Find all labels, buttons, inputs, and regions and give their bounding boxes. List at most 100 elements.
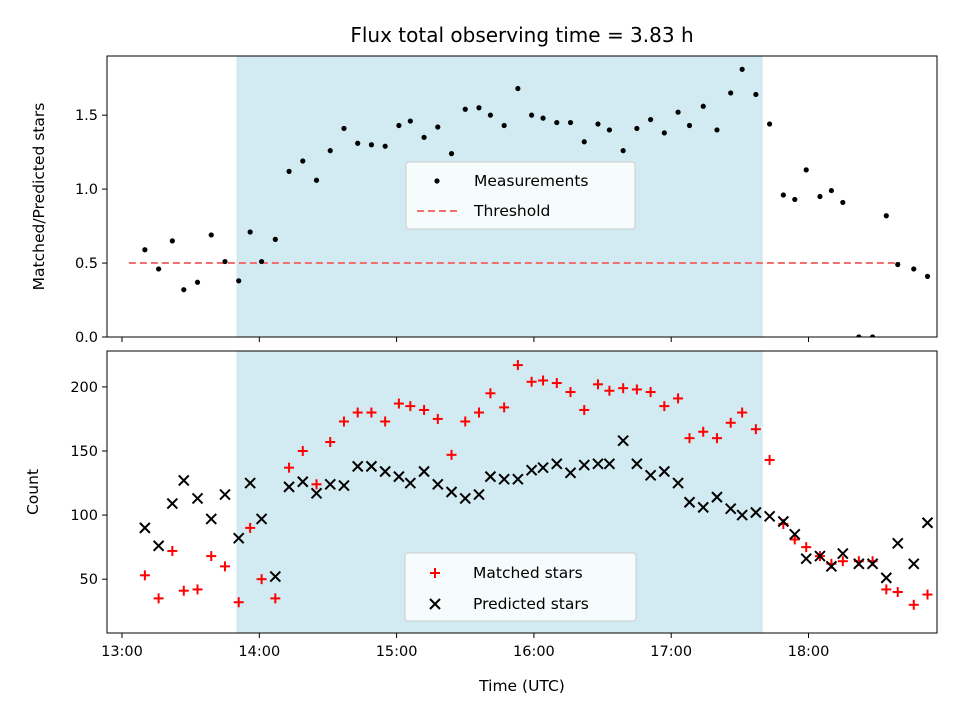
measurement-point	[840, 199, 846, 206]
matched-star-point	[789, 534, 800, 545]
matched-star-point	[153, 593, 164, 604]
y-tick-label: 1.0	[75, 182, 98, 198]
measurement-point	[567, 119, 574, 126]
measurement-point	[606, 127, 613, 133]
ratio-axes-frame	[106, 55, 938, 338]
predicted-star-point	[351, 460, 364, 473]
matched-star-point	[750, 424, 761, 435]
measurement-point	[686, 122, 693, 129]
matched-star-point	[206, 551, 217, 562]
predicted-star-point	[603, 458, 616, 470]
legend-measurements-label: Measurements	[474, 172, 589, 190]
predicted-star-point	[644, 469, 657, 482]
measurement-point	[462, 106, 468, 112]
predicted-star-point	[672, 477, 684, 489]
matched-star-point	[684, 433, 695, 444]
matched-star-point	[460, 416, 471, 427]
predicted-star-point	[365, 460, 378, 473]
matched-star-point	[245, 522, 256, 533]
matched-star-point	[892, 586, 903, 597]
measurement-point	[247, 229, 253, 235]
predicted-star-point	[152, 540, 165, 552]
matched-star-point	[673, 393, 684, 404]
measurement-point	[714, 127, 720, 133]
predicted-star-point	[310, 487, 323, 499]
measurement-point	[476, 105, 482, 111]
predicted-star-point	[658, 465, 671, 478]
matched-star-point	[297, 445, 308, 456]
matched-star-point	[366, 407, 377, 418]
measurement-point	[675, 109, 681, 115]
count-panel: 50 100 150 200 13:00 14:00 15:00 16:00 17:00 18:…	[24, 350, 938, 695]
matched-star-point	[565, 387, 576, 398]
matched-star-point	[604, 385, 615, 396]
measurement-point	[258, 258, 265, 265]
matched-star-point	[801, 542, 812, 553]
matched-star-point	[139, 570, 150, 581]
measurement-point	[487, 112, 494, 118]
measurement-point	[327, 148, 333, 154]
matched-star-point	[512, 360, 523, 371]
x-tick-label: 16:00	[513, 644, 555, 660]
matched-star-point	[659, 401, 670, 412]
count-legend: Matched stars Predicted stars	[404, 552, 637, 622]
predicted-star-point	[763, 510, 776, 523]
count-y-ticks: 50 100 150 200	[70, 380, 107, 588]
legend-predicted-marker	[429, 598, 441, 610]
predicted-star-point	[445, 486, 458, 498]
measurement-point	[554, 119, 560, 126]
matched-star-point	[405, 401, 416, 412]
measurement-point	[194, 279, 201, 285]
matched-star-point	[256, 574, 267, 585]
predicted-star-point	[683, 496, 696, 508]
measurement-point	[700, 103, 706, 109]
predicted-star-point	[837, 547, 849, 560]
measurement-point	[300, 158, 306, 164]
measurement-point	[181, 287, 187, 293]
predicted-star-point	[205, 513, 217, 525]
x-tick-label: 14:00	[238, 644, 280, 660]
measurement-point	[435, 124, 441, 130]
measurement-point	[286, 168, 292, 174]
predicted-star-point	[724, 502, 737, 515]
y-tick-label: 0.0	[75, 330, 98, 346]
matched-star-point	[645, 387, 656, 398]
y-tick-label: 0.5	[75, 256, 98, 272]
measurement-point	[634, 125, 640, 132]
legend-matched-label: Matched stars	[473, 564, 583, 582]
predicted-star-point	[825, 560, 838, 573]
ratio-y-axis-label: Matched/Predicted stars	[30, 103, 48, 291]
matched-star-point	[393, 398, 404, 409]
predicted-star-point	[418, 465, 430, 478]
legend-measurements-marker	[434, 178, 440, 184]
measurement-point	[222, 258, 228, 265]
predicted-star-point	[139, 522, 151, 534]
count-legend-box	[404, 552, 637, 622]
matched-star-point	[233, 597, 244, 608]
ratio-panel: 0.0 0.5 1.0 1.5 Matched/Predicted stars Mea…	[30, 55, 938, 346]
measurement-point	[540, 115, 546, 121]
matched-star-point	[631, 384, 642, 395]
matched-star-point	[908, 599, 919, 610]
ratio-marks	[128, 66, 931, 337]
predicted-star-point	[711, 491, 723, 503]
chart-title: Flux total observing time = 3.83 h	[350, 23, 693, 47]
matched-star-point	[380, 416, 391, 427]
measurement-point	[421, 134, 427, 140]
measurement-point	[396, 122, 402, 129]
x-tick-label: 17:00	[650, 644, 692, 660]
measurement-point	[911, 266, 917, 272]
matched-star-point	[922, 589, 933, 600]
matched-star-point	[284, 462, 295, 473]
x-tick-label: 13:00	[101, 644, 143, 660]
predicted-star-point	[473, 488, 485, 501]
matched-star-point	[698, 426, 709, 437]
measurement-point	[792, 196, 798, 203]
measurement-point	[407, 118, 413, 124]
predicted-star-point	[404, 477, 417, 489]
measurement-point	[595, 121, 601, 127]
predicted-star-point	[921, 517, 934, 529]
predicted-star-point	[244, 477, 256, 489]
measurement-point	[208, 232, 214, 238]
